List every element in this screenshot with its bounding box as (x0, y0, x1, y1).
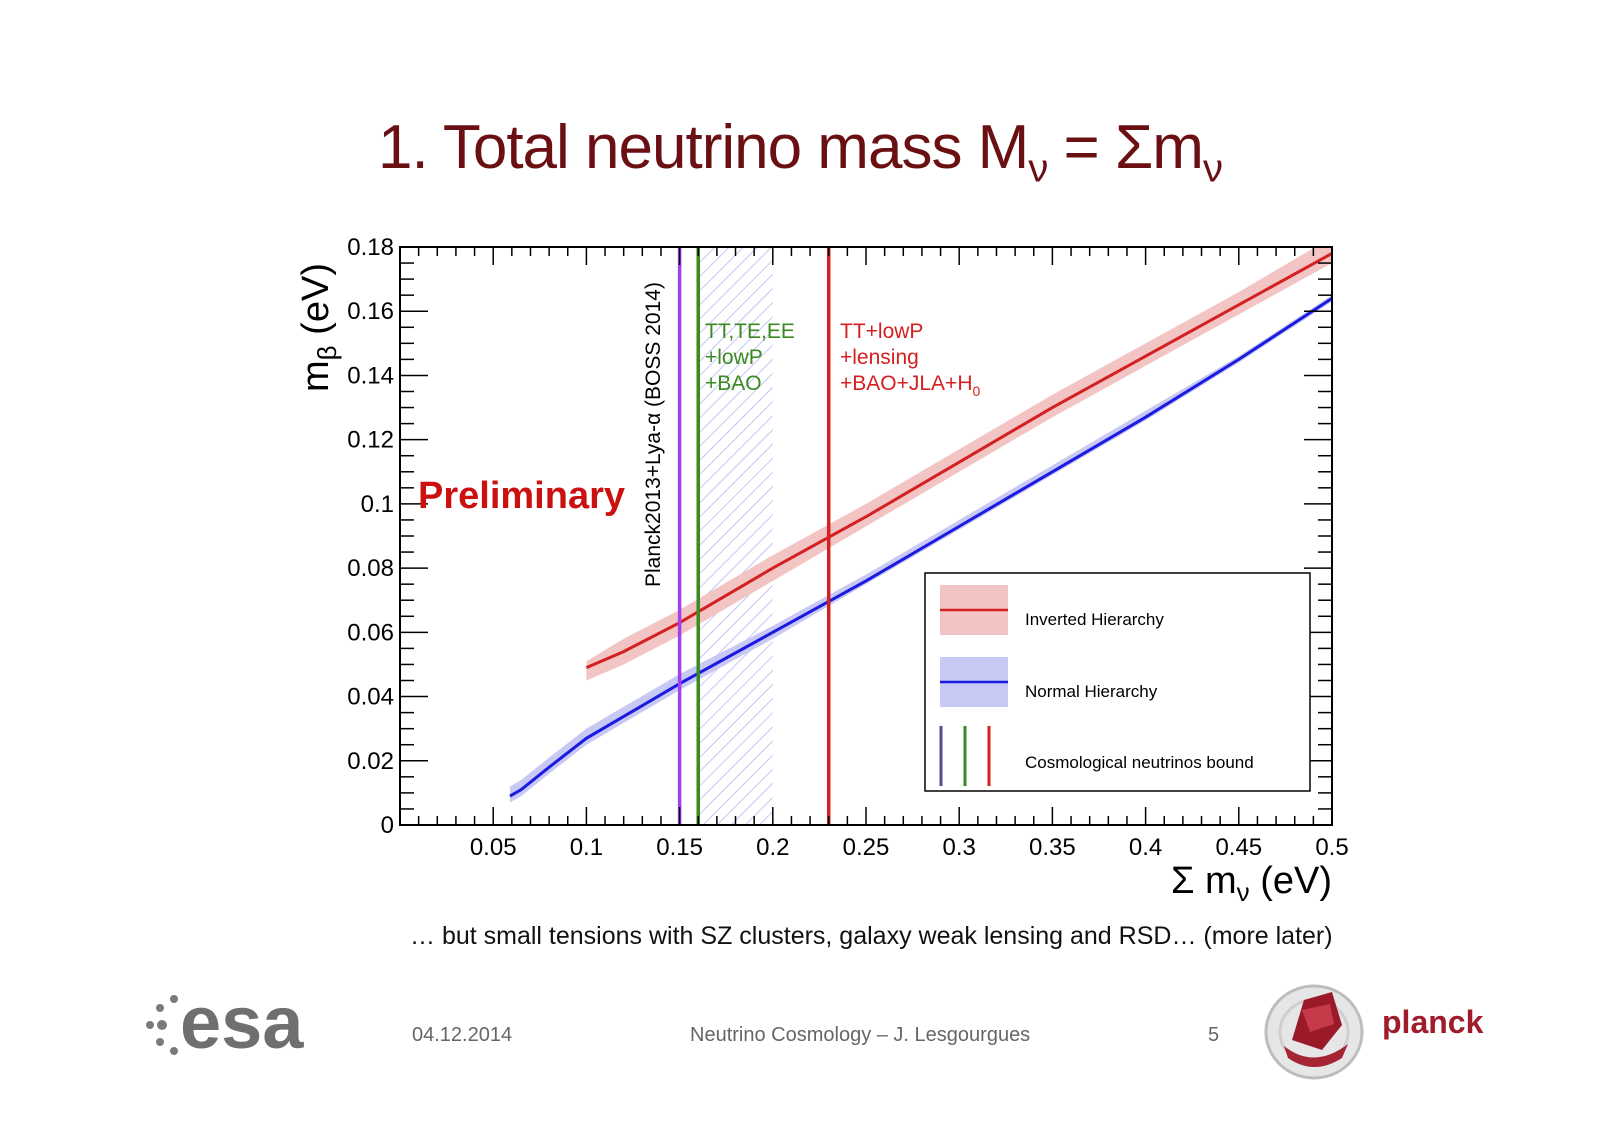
svg-text:TT,TE,EE: TT,TE,EE (705, 320, 795, 343)
neutrino-mass-chart: 0 0.02 0.04 0.06 0.08 0.1 0.12 0.14 0.16 0.18 0.0… (295, 234, 1349, 907)
svg-text:TT+lowP: TT+lowP (840, 320, 923, 343)
x-axis-label: Σ mν (eV) (1171, 860, 1332, 907)
page-number: 5 (1208, 1024, 1220, 1046)
x-tick-label: 0.05 (470, 834, 517, 861)
x-tick-label: 0.25 (843, 834, 890, 861)
y-tick-label: 0.04 (347, 684, 394, 711)
x-tick-label: 0.1 (570, 834, 603, 861)
svg-text:esa: esa (180, 990, 304, 1060)
x-tick-label: 0.4 (1129, 834, 1162, 861)
svg-text:+BAO+JLA+H0: +BAO+JLA+H0 (840, 372, 981, 399)
hatched-exclusion-region (698, 247, 773, 825)
y-tick-label: 0.16 (347, 298, 394, 325)
x-tick-label: 0.5 (1315, 834, 1348, 861)
planck-logo-text: planck (1382, 1004, 1484, 1040)
svg-text:+lensing: +lensing (840, 346, 919, 369)
footer-date: 04.12.2014 (412, 1024, 513, 1046)
bound-label-ttlowp: TT+lowP +lensing +BAO+JLA+H0 (840, 320, 981, 399)
y-tick-label: 0.18 (347, 234, 394, 261)
slide-title: 1. Total neutrino mass Mν = Σmν (378, 113, 1223, 191)
bound-label-ttteee: TT,TE,EE +lowP +BAO (705, 320, 795, 395)
footer-title: Neutrino Cosmology – J. Lesgourgues (690, 1024, 1031, 1046)
x-tick-label: 0.45 (1215, 834, 1262, 861)
y-tick-label: 0.14 (347, 362, 394, 389)
slide-caption: … but small tensions with SZ clusters, g… (410, 922, 1333, 950)
x-tick-label: 0.2 (756, 834, 789, 861)
legend: Inverted Hierarchy Normal Hierarchy Cosm… (924, 572, 1311, 792)
y-tick-label: 0.12 (347, 427, 394, 454)
legend-label-inverted: Inverted Hierarchy (1025, 610, 1164, 629)
svg-text:+BAO: +BAO (705, 372, 762, 395)
x-tick-label: 0.35 (1029, 834, 1076, 861)
y-tick-label: 0 (381, 812, 394, 839)
planck-satellite-logo (1264, 984, 1364, 1080)
svg-text:+lowP: +lowP (705, 346, 763, 369)
y-tick-label: 0.02 (347, 748, 394, 775)
y-tick-label: 0.1 (361, 491, 394, 518)
normal-hierarchy-line (509, 297, 1332, 798)
legend-label-bound: Cosmological neutrinos bound (1025, 753, 1254, 772)
preliminary-annotation: Preliminary (418, 475, 625, 517)
y-tick-label: 0.06 (347, 619, 394, 646)
x-tick-label: 0.15 (656, 834, 703, 861)
y-tick-label: 0.08 (347, 555, 394, 582)
x-tick-label: 0.3 (943, 834, 976, 861)
bound-label-lya: Planck2013+Lya-α (BOSS 2014) (642, 282, 665, 587)
esa-logo: esa (146, 990, 304, 1060)
y-axis-label: mβ (eV) (295, 263, 342, 392)
inverted-hierarchy-line (585, 252, 1332, 670)
legend-label-normal: Normal Hierarchy (1025, 682, 1158, 701)
